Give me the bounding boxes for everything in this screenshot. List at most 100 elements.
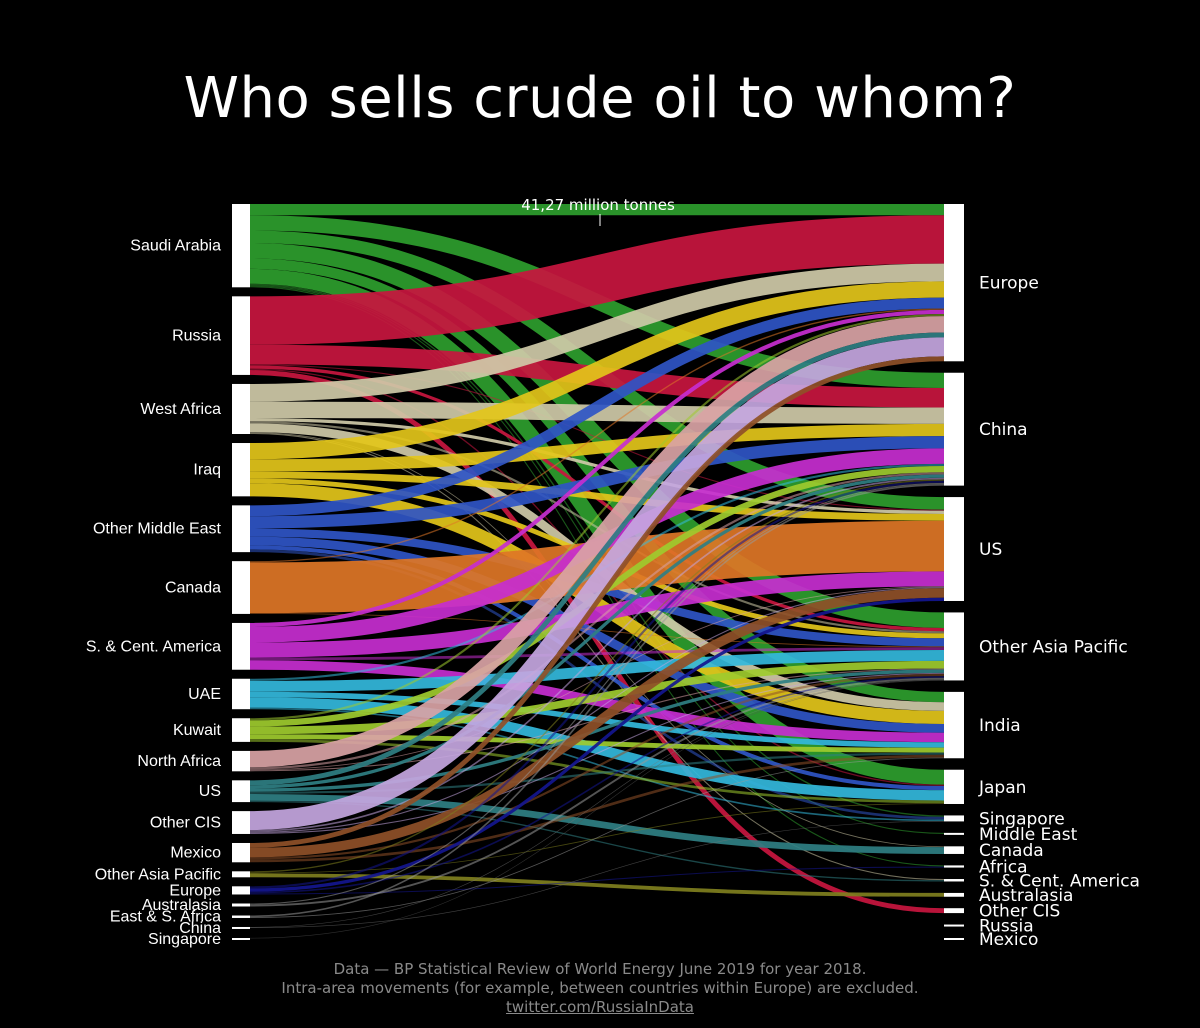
flow-uae-to-singapore (249, 707, 945, 822)
source-label-s-cent-america: S. & Cent. America (86, 638, 221, 655)
source-node-west-africa (232, 383, 250, 435)
destination-node-mexico (944, 938, 964, 940)
flow-s-cent-america-to-us (249, 571, 945, 658)
destination-node-china (944, 372, 964, 486)
source-label-mexico: Mexico (170, 845, 221, 862)
source-label-us: US (199, 783, 221, 800)
footer-link[interactable]: twitter.com/RussiaInData (506, 998, 694, 1016)
source-label-singapore: Singapore (148, 931, 221, 948)
destination-label-mexico: Mexico (979, 930, 1038, 950)
destination-node-australasia (944, 892, 964, 897)
flow-uae-to-other-asia-pacific (249, 649, 945, 692)
source-label-kuwait: Kuwait (173, 722, 222, 739)
flow-us-to-europe (249, 332, 945, 786)
flow-canada-to-us (249, 520, 945, 614)
destination-label-europe: Europe (979, 274, 1039, 294)
destination-label-canada: Canada (979, 841, 1044, 861)
source-node-russia (232, 296, 250, 375)
source-label-china: China (179, 920, 221, 937)
flow-iraq-to-china (249, 423, 945, 472)
source-node-singapore (232, 938, 250, 940)
source-node-east-s-africa (232, 915, 250, 918)
source-label-europe: Europe (169, 882, 221, 899)
source-label-uae: UAE (188, 686, 221, 703)
destination-node-canada (944, 846, 964, 854)
flow-east-s-africa-to-india (249, 757, 945, 918)
source-node-other-cis (232, 811, 250, 834)
flow-us-to-s-cent-america (249, 800, 945, 882)
source-node-uae (232, 678, 250, 710)
flow-annotation: 41,27 million tonnes (521, 196, 675, 226)
flow-other-cis-to-china (249, 477, 945, 832)
source-nodes: Saudi Arabia Russia West Africa Iraq Other M… (86, 204, 250, 948)
flow-other-middle-east-to-india (249, 536, 945, 733)
flow-east-s-africa-to-china (249, 483, 945, 918)
destination-label-russia: Russia (979, 917, 1034, 937)
source-label-other-cis: Other CIS (150, 815, 221, 832)
source-label-other-middle-east: Other Middle East (93, 521, 222, 538)
source-label-saudi-arabia: Saudi Arabia (130, 238, 221, 255)
destination-nodes: Europe China US Other Asia Pacific India Japa… (944, 204, 1140, 950)
destination-node-africa (944, 865, 964, 868)
flow-mexico-to-us (249, 588, 945, 858)
destination-node-s-cent-america (944, 879, 964, 882)
flow-west-africa-to-canada (249, 432, 945, 848)
source-node-saudi-arabia (232, 204, 250, 288)
destination-label-japan: Japan (978, 778, 1026, 798)
source-node-s-cent-america (232, 622, 250, 670)
footer-source-line: Data — BP Statistical Review of World En… (333, 960, 867, 978)
source-label-russia: Russia (172, 328, 221, 345)
flow-s-cent-america-to-europe (249, 309, 945, 628)
flow-china-to-other-asia-pacific (249, 679, 945, 928)
flow-europe-to-us (249, 597, 945, 892)
destination-label-other-asia-pacific: Other Asia Pacific (979, 637, 1128, 657)
destination-label-middle-east: Middle East (979, 825, 1078, 845)
source-node-mexico (232, 842, 250, 863)
destination-label-other-cis: Other CIS (979, 902, 1060, 922)
flow-kuwait-to-europe (249, 313, 945, 721)
flow-other-asia-pacific-to-japan (249, 803, 945, 874)
source-label-east-s-africa: East & S. Africa (110, 909, 221, 926)
flow-europe-to-china (249, 480, 945, 889)
source-node-europe (232, 886, 250, 895)
flow-russia-to-europe (249, 215, 945, 345)
flow-north-africa-to-china (249, 472, 945, 770)
flow-north-africa-to-europe (249, 316, 945, 768)
destination-label-us: US (979, 540, 1002, 560)
flow-other-cis-to-europe (249, 337, 945, 831)
flow-mexico-to-europe (249, 356, 945, 848)
flow-us-to-china (249, 474, 945, 789)
destination-label-africa: Africa (979, 857, 1028, 877)
source-node-iraq (232, 443, 250, 497)
destination-node-india (944, 691, 964, 759)
destination-node-russia (944, 924, 964, 927)
flow-mexico-to-india (249, 754, 945, 863)
chart-title: Who sells crude oil to whom? (183, 66, 1017, 131)
flow-canada-to-europe (249, 308, 945, 563)
flow-mexico-to-other-asia-pacific (249, 673, 945, 860)
destination-label-india: India (979, 716, 1021, 736)
source-label-canada: Canada (165, 580, 221, 597)
destination-node-other-asia-pacific (944, 612, 964, 681)
flow-other-asia-pacific-to-australasia (249, 873, 945, 897)
destination-node-us (944, 497, 964, 601)
destination-label-s-cent-america: S. & Cent. America (979, 871, 1140, 891)
source-node-australasia (232, 903, 250, 907)
flow-other-middle-east-to-china (249, 436, 945, 529)
footer-note-line: Intra-area movements (for example, betwe… (281, 979, 919, 997)
source-node-other-middle-east (232, 505, 250, 553)
destination-node-japan (944, 769, 964, 804)
source-node-kuwait (232, 718, 250, 742)
flow-china-to-singapore (249, 820, 945, 928)
source-label-west-africa: West Africa (140, 401, 221, 418)
source-node-us (232, 780, 250, 803)
source-label-iraq: Iraq (193, 462, 221, 479)
footer: Data — BP Statistical Review of World En… (0, 960, 1200, 1017)
source-node-north-africa (232, 750, 250, 772)
destination-node-europe (944, 204, 964, 362)
destination-label-australasia: Australasia (979, 886, 1073, 906)
flow-singapore-to-other-asia-pacific (249, 680, 945, 939)
destination-node-other-cis (944, 908, 964, 914)
flow-australasia-to-china (249, 482, 945, 905)
